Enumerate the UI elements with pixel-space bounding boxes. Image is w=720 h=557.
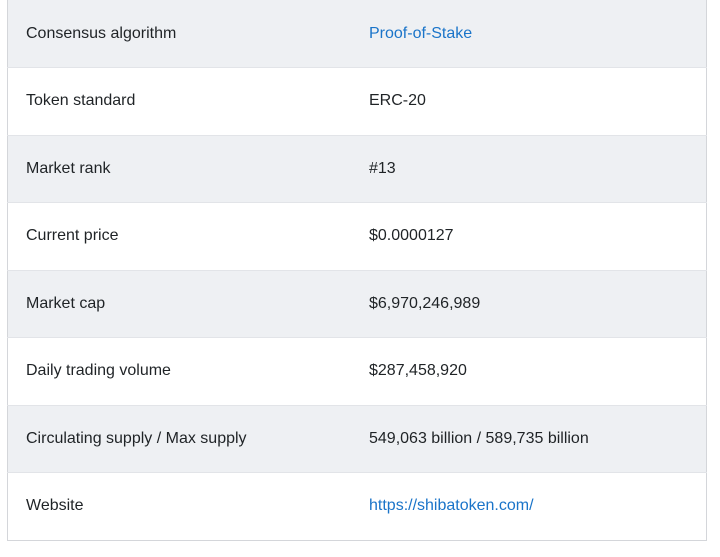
row-label: Website (26, 497, 84, 515)
row-label: Token standard (26, 92, 136, 110)
row-value: https://shibatoken.com/ (369, 473, 707, 541)
row-label: Consensus algorithm (26, 24, 177, 42)
table-row-market-cap: Market cap $6,970,246,989 (7, 270, 707, 338)
row-value: #13 (369, 159, 396, 177)
row-label: Daily trading volume (26, 362, 171, 380)
row-value: $287,458,920 (369, 362, 467, 380)
table-row-market-rank: Market rank #13 (7, 135, 707, 203)
row-value: ERC-20 (369, 92, 426, 110)
table-row-token-standard: Token standard ERC-20 (7, 68, 707, 135)
row-value: $6,970,246,989 (369, 294, 481, 312)
row-label: Current price (26, 227, 119, 245)
row-value: $0.0000127 (369, 227, 454, 245)
table-row-circulating-supply: Circulating supply / Max supply 549,063 … (7, 405, 707, 473)
website-link[interactable]: https://shibatoken.com/ (369, 497, 534, 515)
table-row-current-price: Current price $0.0000127 (7, 203, 707, 270)
row-value: Proof-of-Stake (369, 0, 707, 68)
row-label: Market rank (26, 159, 111, 177)
row-label: Circulating supply / Max supply (26, 429, 247, 447)
table-row-daily-trading-volume: Daily trading volume $287,458,920 (7, 338, 707, 405)
table-row-consensus-algorithm: Consensus algorithm Proof-of-Stake (7, 0, 707, 68)
consensus-algorithm-link[interactable]: Proof-of-Stake (369, 24, 473, 42)
row-label: Market cap (26, 294, 106, 312)
row-value: 549,063 billion / 589,735 billion (369, 429, 589, 447)
token-info-table: Consensus algorithm Proof-of-Stake Token… (7, 0, 707, 541)
table-row-website: Website https://shibatoken.com/ (8, 473, 707, 541)
